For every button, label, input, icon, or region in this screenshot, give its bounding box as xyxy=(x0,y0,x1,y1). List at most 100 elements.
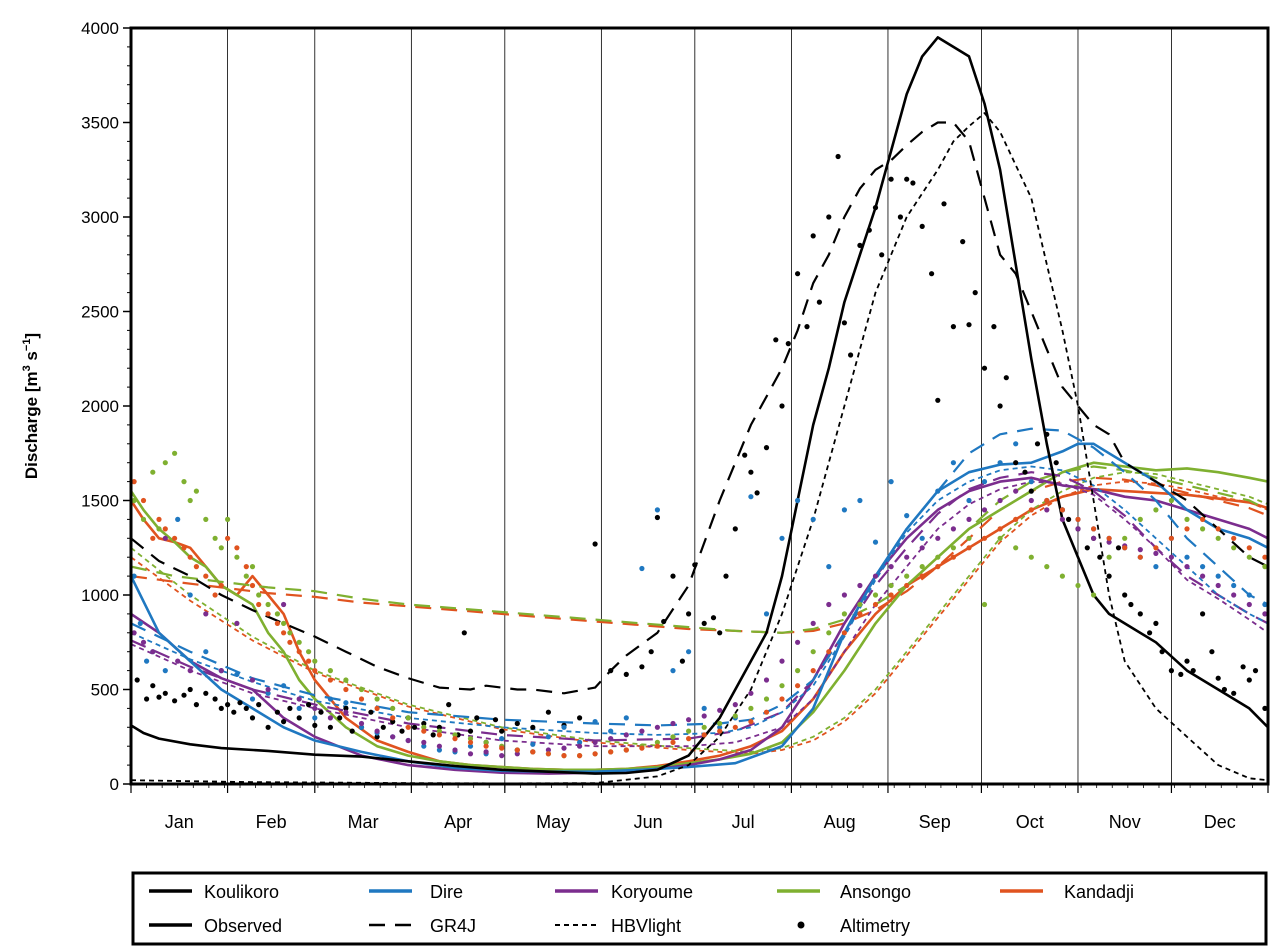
altimetry-point-dire xyxy=(670,668,676,674)
altimetry-point-koryoume xyxy=(935,535,941,541)
altimetry-point-kandadji xyxy=(181,545,187,551)
altimetry-point-kandadji xyxy=(212,592,218,598)
altimetry-point-koulikoro xyxy=(1178,671,1184,678)
altimetry-point-koulikoro xyxy=(929,271,935,277)
altimetry-point-koryoume xyxy=(1262,611,1268,617)
altimetry-point-dire xyxy=(175,516,181,523)
altimetry-point-dire xyxy=(249,696,256,702)
altimetry-point-dire xyxy=(162,668,168,674)
altimetry-point-dire xyxy=(795,497,801,504)
altimetry-point-koulikoro xyxy=(941,201,947,207)
altimetry-point-dire xyxy=(748,494,754,500)
altimetry-point-koulikoro xyxy=(411,724,418,730)
altimetry-point-dire xyxy=(358,724,365,730)
altimetry-point-kandadji xyxy=(193,564,199,570)
legend-label-altimetry: Altimetry xyxy=(840,916,910,936)
altimetry-point-ansongo xyxy=(225,516,231,523)
legend-label-hbvlight: HBVlight xyxy=(611,916,681,936)
legend-label-kandadji: Kandadji xyxy=(1064,882,1134,902)
altimetry-point-koryoume xyxy=(779,658,785,664)
altimetry-point-koulikoro xyxy=(446,702,452,708)
altimetry-point-koulikoro xyxy=(960,239,966,245)
altimetry-point-ansongo xyxy=(654,739,661,746)
altimetry-point-kandadji xyxy=(654,743,661,749)
altimetry-point-dire xyxy=(312,715,318,721)
altimetry-point-dire xyxy=(841,507,848,513)
altimetry-point-koulikoro xyxy=(679,658,686,664)
altimetry-point-ansongo xyxy=(966,535,972,541)
altimetry-point-koulikoro xyxy=(835,153,841,160)
altimetry-point-kandadji xyxy=(274,620,280,627)
altimetry-point-kandadji xyxy=(499,745,505,751)
altimetry-point-koulikoro xyxy=(723,573,729,579)
altimetry-point-dire xyxy=(1215,573,1221,579)
altimetry-point-koulikoro xyxy=(879,252,885,258)
altimetry-point-koulikoro xyxy=(1153,620,1159,627)
altimetry-point-koulikoro xyxy=(732,526,738,532)
altimetry-point-ansongo xyxy=(1168,497,1174,504)
legend-label-koulikoro: Koulikoro xyxy=(204,882,279,902)
altimetry-point-koryoume xyxy=(872,573,879,579)
altimetry-point-koulikoro xyxy=(991,324,997,330)
altimetry-point-koryoume xyxy=(187,668,193,674)
altimetry-point-koulikoro xyxy=(857,242,863,248)
altimetry-point-dire xyxy=(717,724,723,730)
altimetry-point-dire xyxy=(592,719,598,725)
altimetry-point-ansongo xyxy=(888,582,894,589)
altimetry-point-dire xyxy=(639,565,645,572)
altimetry-point-ansongo xyxy=(274,611,280,617)
altimetry-point-koulikoro xyxy=(181,692,187,698)
altimetry-point-kandadji xyxy=(281,630,287,636)
altimetry-point-dire xyxy=(981,479,988,485)
altimetry-point-kandadji xyxy=(1013,516,1019,523)
legend-item-dire: Dire xyxy=(369,882,463,902)
altimetry-point-koryoume xyxy=(1184,564,1190,570)
altimetry-point-dire xyxy=(654,507,661,513)
y-tick-label-500: 500 xyxy=(91,681,119,700)
altimetry-point-dire xyxy=(436,747,442,753)
altimetry-point-kandadji xyxy=(1215,526,1221,532)
altimetry-point-kandadji xyxy=(452,736,458,742)
altimetry-point-dire xyxy=(826,564,832,570)
altimetry-point-koulikoro xyxy=(312,722,318,729)
altimetry-point-koulikoro xyxy=(156,694,162,700)
altimetry-point-koulikoro xyxy=(421,720,427,727)
altimetry-point-ansongo xyxy=(779,683,785,689)
altimetry-point-koulikoro xyxy=(872,205,879,211)
altimetry-point-koryoume xyxy=(732,702,738,708)
altimetry-point-ansongo xyxy=(795,668,801,674)
altimetry-point-ansongo xyxy=(1231,545,1237,551)
altimetry-point-dire xyxy=(1153,564,1159,570)
altimetry-point-koulikoro xyxy=(249,715,256,721)
altimetry-point-koryoume xyxy=(841,592,848,598)
altimetry-point-koryoume xyxy=(1013,488,1019,494)
altimetry-point-koryoume xyxy=(436,743,442,749)
plot-frame xyxy=(129,26,1270,786)
altimetry-point-ansongo xyxy=(249,564,256,570)
altimetry-point-kandadji xyxy=(810,668,816,674)
altimetry-point-koryoume xyxy=(390,734,396,740)
altimetry-point-koulikoro xyxy=(545,709,552,715)
altimetry-point-kandadji xyxy=(436,732,442,738)
altimetry-point-ansongo xyxy=(374,696,380,702)
altimetry-point-kandadji xyxy=(243,564,249,570)
month-label-dec: Dec xyxy=(1204,812,1236,832)
altimetry-point-dire xyxy=(327,696,333,702)
altimetry-point-koryoume xyxy=(717,707,723,713)
altimetry-point-koulikoro xyxy=(804,324,810,330)
altimetry-point-koulikoro xyxy=(623,671,629,678)
altimetry-point-koulikoro xyxy=(972,290,978,296)
altimetry-layer xyxy=(131,153,1268,759)
altimetry-point-koryoume xyxy=(904,554,910,560)
altimetry-point-ansongo xyxy=(358,686,365,693)
altimetry-point-ansongo xyxy=(1153,507,1159,513)
altimetry-point-kandadji xyxy=(1137,554,1143,560)
altimetry-point-koulikoro xyxy=(670,573,676,579)
altimetry-point-kandadji xyxy=(390,715,396,721)
series-kandadji-gr4j xyxy=(131,476,1268,634)
altimetry-point-ansongo xyxy=(1215,535,1221,541)
altimetry-point-kandadji xyxy=(826,649,832,655)
y-tick-label-2000: 2000 xyxy=(81,397,119,416)
altimetry-point-koryoume xyxy=(327,715,333,721)
altimetry-point-dire xyxy=(872,539,879,545)
